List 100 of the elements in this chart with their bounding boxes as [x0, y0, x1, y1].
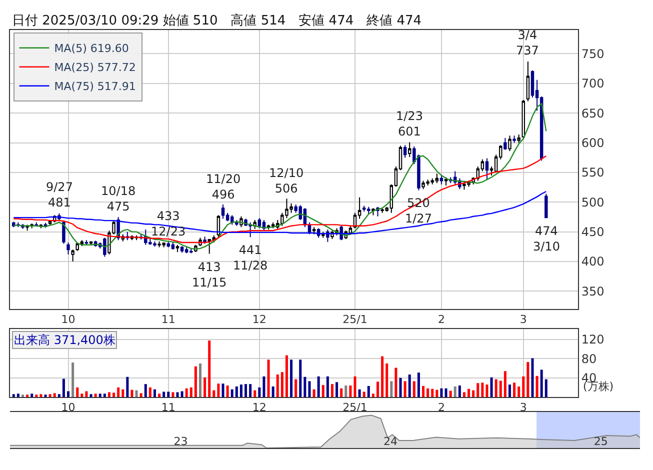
bar [267, 360, 270, 397]
legend-label: MA(75) 517.91 [54, 80, 136, 94]
bar [290, 360, 293, 397]
bar [12, 394, 15, 397]
bar [103, 394, 106, 397]
bar [108, 392, 110, 397]
annotation: 413 11/15 [192, 260, 227, 290]
bar [230, 389, 234, 397]
bar [376, 382, 379, 397]
bar [381, 356, 384, 397]
x-tick-label: 25/1 [342, 401, 368, 414]
bar [344, 386, 348, 397]
bar [130, 390, 134, 397]
bar [417, 372, 420, 397]
annotation: 3/4 737 [516, 28, 539, 58]
bar [499, 380, 502, 397]
bar [162, 392, 166, 397]
candlestick [271, 222, 275, 229]
y-tick-label: 650 [581, 106, 604, 120]
candlestick [544, 193, 548, 218]
bar [431, 388, 434, 397]
bar [422, 386, 425, 397]
annotation: 441 11/28 [233, 243, 268, 273]
candlestick [504, 138, 507, 150]
bar [322, 385, 324, 397]
y-tick-label: 550 [581, 166, 604, 180]
annotation: 1/23 601 [396, 109, 423, 139]
candlestick [440, 174, 444, 185]
bar [526, 362, 530, 397]
bar [486, 384, 488, 397]
y-tick-label: 700 [581, 76, 604, 91]
candlestick [258, 218, 262, 229]
chart-title: 日付 2025/03/10 09:29 始値 510 高値 514 安値 474 終値 474 [12, 12, 422, 29]
bar [540, 370, 543, 397]
legend-label: MA(5) 619.60 [54, 42, 129, 56]
bar [262, 376, 266, 397]
candlestick [517, 134, 520, 144]
bar [494, 379, 498, 397]
bar [185, 388, 188, 397]
bar [312, 389, 316, 397]
y-tick-label: 350 [581, 284, 604, 298]
candlestick [372, 208, 375, 216]
x-tick-label: 11 [161, 401, 176, 414]
x-tick-label: 10 [61, 401, 76, 414]
bar [140, 393, 142, 397]
bar [440, 388, 443, 397]
bar [235, 386, 238, 397]
candlestick [66, 242, 70, 255]
bar [126, 376, 129, 397]
x-tick-label: 25 [594, 435, 608, 448]
bar [208, 340, 211, 397]
bar [481, 382, 484, 397]
bar [490, 377, 493, 397]
bar [408, 374, 411, 397]
bar [280, 372, 284, 397]
bar [449, 390, 452, 397]
x-tick-label: 12 [252, 313, 266, 326]
bar [254, 390, 256, 397]
y-tick-label: 400 [581, 254, 604, 269]
bar [508, 384, 511, 397]
y-tick-label: 600 [581, 136, 604, 150]
candlestick [180, 246, 184, 254]
bar [258, 387, 261, 397]
bar [212, 390, 216, 397]
bar [399, 378, 402, 397]
bar [244, 384, 248, 397]
bar [504, 371, 506, 397]
bar [80, 394, 84, 397]
bar [462, 392, 466, 397]
bar [62, 378, 65, 397]
bar [454, 386, 456, 397]
annotation: 433 12/23 [151, 209, 186, 239]
legend-label: MA(25) 577.72 [54, 61, 136, 74]
y-tick-label: 450 [581, 225, 604, 240]
bar [198, 363, 202, 397]
bar [85, 391, 88, 397]
candlestick [221, 204, 225, 220]
bar [148, 387, 152, 397]
bar [326, 376, 329, 397]
candlestick [522, 100, 525, 139]
bar [272, 386, 274, 397]
candlestick [84, 240, 88, 246]
bar [172, 392, 174, 397]
annotation: 10/18 475 [101, 184, 136, 214]
bar [217, 384, 220, 397]
y-tick-label: 500 [581, 195, 604, 210]
bar [180, 391, 184, 397]
bar [330, 384, 334, 397]
bar [394, 368, 398, 397]
bar [358, 389, 361, 397]
x-tick-label: 2 [438, 401, 445, 414]
candlestick [312, 226, 316, 235]
bar [294, 379, 298, 397]
bar [458, 386, 461, 397]
bar [390, 381, 393, 397]
candlestick [71, 249, 74, 262]
bar [472, 390, 475, 397]
bar [544, 379, 548, 397]
bar [536, 376, 538, 397]
bar [531, 358, 534, 397]
